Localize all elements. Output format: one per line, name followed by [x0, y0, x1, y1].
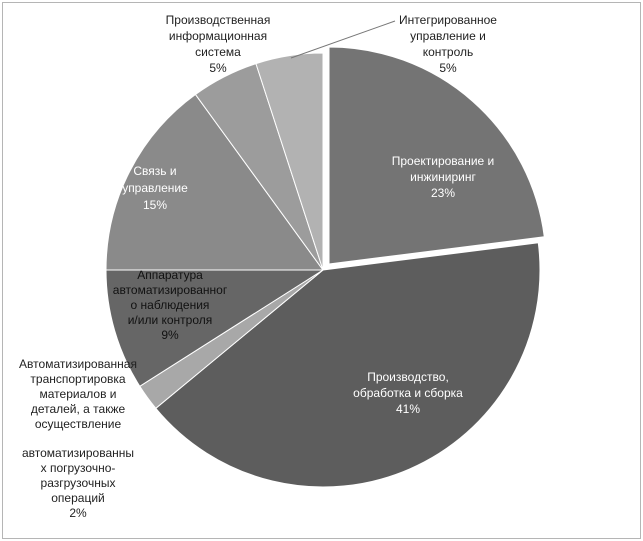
slice-percent-3: 2%	[69, 506, 87, 520]
slice-percent-5: 15%	[143, 198, 167, 212]
slice-percent-2: 41%	[396, 402, 420, 416]
pie-slice-1	[328, 46, 545, 265]
slice-label-3: Автоматизированная транспортировка материа…	[19, 357, 137, 520]
pie-slices	[105, 46, 545, 488]
slice-percent-1: 23%	[431, 186, 455, 200]
pie-slice-5	[105, 93, 324, 271]
slice-label-2: Производство, обработка и сборка 41%	[353, 370, 463, 416]
slice-percent-6: 5%	[209, 61, 227, 75]
slice-label-6: Производственная информационная система 5%	[166, 13, 271, 75]
slice-label-1: Проектирование и инжиниринг 23%	[392, 154, 495, 200]
slice-labels: Проектирование и инжиниринг 23% Производств…	[19, 13, 497, 520]
slice-label-7: Интегрированное управление и контроль 5%	[399, 13, 497, 75]
pie-slice-7	[255, 52, 324, 271]
pie-slice-4	[105, 269, 325, 387]
slice-label-5: Связь и управление 15%	[122, 164, 188, 212]
leader-lines	[290, 20, 396, 59]
pie-slice-2	[155, 242, 541, 488]
slice-label-4: Аппаратура автоматизированног о наблюдения…	[113, 268, 228, 342]
slice-percent-4: 9%	[161, 328, 179, 342]
slice-percent-7: 5%	[439, 61, 457, 75]
pie-chart: Проектирование и инжиниринг 23% Производств…	[19, 13, 545, 520]
leader-line-integrated-control	[290, 20, 396, 59]
